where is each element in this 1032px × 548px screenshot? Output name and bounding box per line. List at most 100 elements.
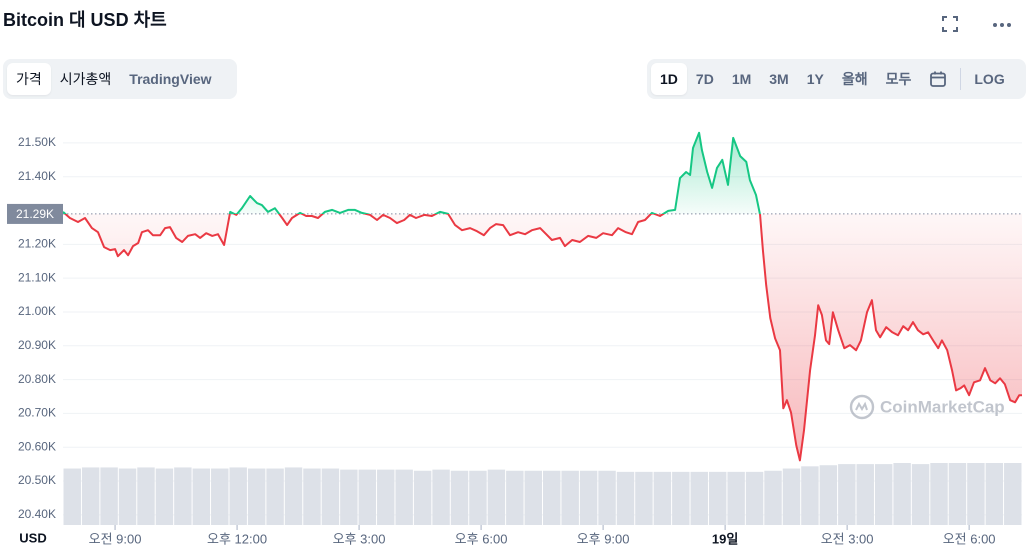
volume-bar <box>284 467 303 525</box>
x-tick-label: 오후 3:00 <box>333 531 386 546</box>
y-tick-label: 21.10K <box>18 270 56 284</box>
volume-bar <box>192 468 211 525</box>
volume-bar <box>266 468 284 525</box>
volume-bar <box>321 468 340 525</box>
volume-bar <box>469 470 487 525</box>
calendar-icon[interactable] <box>929 70 947 88</box>
more-icon[interactable] <box>993 23 1011 27</box>
x-tick-label: 오전 3:00 <box>821 531 874 546</box>
price-area <box>63 132 1022 461</box>
volume-bar <box>856 464 874 525</box>
volume-bar <box>838 464 856 525</box>
volume-bar <box>911 464 930 525</box>
volume-bar <box>635 471 653 525</box>
volume-bar <box>672 471 690 525</box>
tab[interactable]: TradingView <box>129 71 212 87</box>
volume-bar <box>303 468 321 525</box>
x-tick-label: 오후 9:00 <box>577 531 630 546</box>
volume-bar <box>745 471 764 525</box>
volume-bar <box>598 470 616 525</box>
volume-bar <box>764 470 782 525</box>
volume-bar <box>63 468 81 525</box>
fullscreen-glyph[interactable] <box>942 16 958 32</box>
watermark-text: CoinMarketCap <box>880 397 1005 416</box>
volume-bar <box>506 470 524 525</box>
volume-bar <box>211 468 229 525</box>
watermark-logo-mark <box>855 401 868 411</box>
volume-bar <box>81 467 100 525</box>
volume-bar <box>948 463 967 525</box>
range-group: 1D 7D 1M 3M 1Y 올해 모두 LOG <box>647 59 1026 99</box>
y-tick-label: 20.50K <box>18 473 56 487</box>
range-button[interactable]: 1M <box>731 71 752 87</box>
y-tick-label: 20.90K <box>18 338 56 352</box>
volume-bar <box>727 471 745 525</box>
range-button[interactable]: 1Y <box>806 71 824 87</box>
volume-bar <box>358 469 377 525</box>
x-tick-label: 오후 12:00 <box>207 531 267 546</box>
tab[interactable]: 시가총액 <box>59 71 112 87</box>
volume-bar <box>450 470 469 525</box>
dot[interactable] <box>1000 23 1004 27</box>
volume-bar <box>118 468 137 525</box>
y-tick-label: 20.70K <box>18 406 56 420</box>
volume-bar <box>653 471 672 525</box>
fullscreen-icon[interactable] <box>942 16 958 32</box>
y-tick-label: 21.50K <box>18 135 56 149</box>
volume-bar <box>377 469 395 525</box>
volume-bar <box>967 463 985 525</box>
volume-bar <box>930 463 948 525</box>
volume-bar <box>616 471 635 525</box>
volume-bar <box>782 468 801 525</box>
volume-bar <box>579 470 598 525</box>
volume-bar <box>395 469 413 525</box>
volume-bar <box>1004 463 1022 525</box>
watermark: CoinMarketCap <box>849 394 1005 420</box>
volume-bar <box>524 470 542 525</box>
calendar-body[interactable] <box>930 72 947 87</box>
volume-bar <box>690 471 708 525</box>
volume-bar <box>487 469 506 525</box>
range-button[interactable]: 3M <box>769 71 789 87</box>
volume-bar <box>708 471 727 525</box>
range-button[interactable]: 올해 <box>841 71 868 87</box>
volume-bar <box>874 464 893 525</box>
y-tick-label: 20.80K <box>18 372 56 386</box>
volume-bar <box>229 467 247 525</box>
volume-bar <box>893 463 911 525</box>
volume-bar <box>432 469 450 525</box>
tab[interactable]: 가격 <box>7 63 51 95</box>
tab-group: 가격 시가총액 TradingView <box>3 59 237 99</box>
labels: 21.50K 21.40K 21.20K 21.10K 21.00K 20.90K 20.8… <box>7 135 996 546</box>
line <box>62 131 1022 462</box>
volume-bar <box>413 470 432 525</box>
range-button[interactable]: 7D <box>695 71 714 87</box>
volume-bar <box>155 468 174 525</box>
volume-bar <box>100 467 118 525</box>
dot[interactable] <box>993 23 997 27</box>
currency-label: USD <box>19 530 46 545</box>
range-button[interactable]: 모두 <box>885 71 912 87</box>
y-tick-label: 20.40K <box>18 507 56 521</box>
x-tick-label: 19일 <box>712 531 738 546</box>
chart-title: Bitcoin 대 USD 차트 <box>3 10 167 30</box>
separator <box>960 68 962 90</box>
volume-bar <box>247 468 266 525</box>
area <box>63 132 1022 461</box>
x-tick-label: 오전 6:00 <box>943 531 996 546</box>
y-tick-label: 21.00K <box>18 304 56 318</box>
range-button[interactable]: 1D <box>651 63 687 95</box>
volume-bar <box>174 467 192 525</box>
log-button[interactable]: LOG <box>974 71 1005 87</box>
y-tick-label: 21.40K <box>18 169 56 183</box>
x-tick-label: 오후 6:00 <box>455 531 508 546</box>
dot[interactable] <box>1007 23 1011 27</box>
calendar-button[interactable] <box>920 63 956 95</box>
x-tick-label: 오전 9:00 <box>89 531 142 546</box>
y-tick-label: 21.20K <box>18 237 56 251</box>
reference-label: 21.29K <box>16 207 54 221</box>
watermark-logo <box>849 394 875 420</box>
reference-label-box <box>7 203 63 224</box>
